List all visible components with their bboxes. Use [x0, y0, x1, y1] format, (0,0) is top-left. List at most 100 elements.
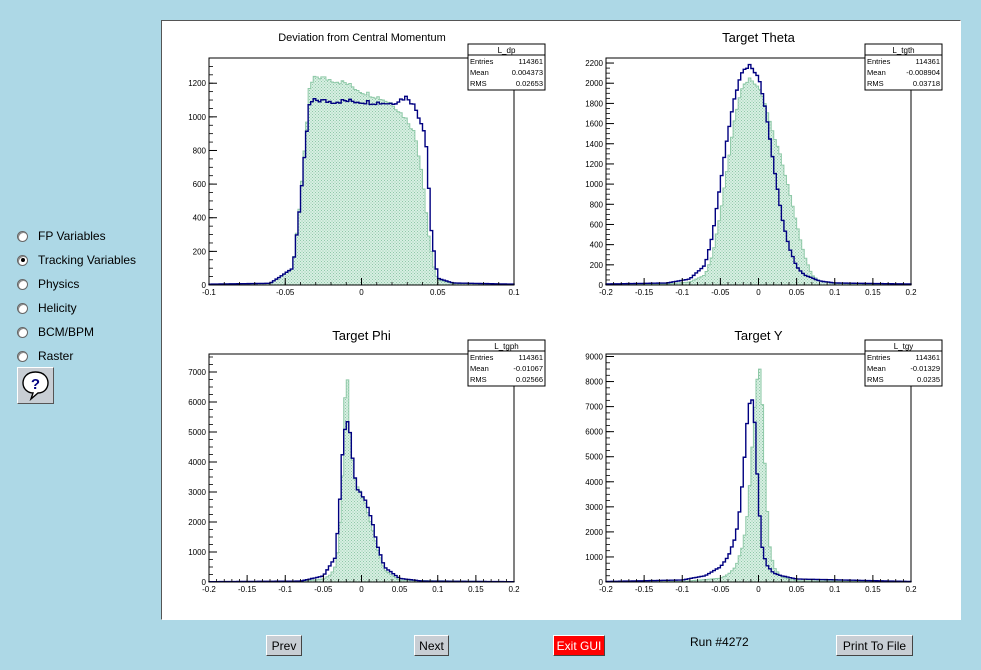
radio-option-raster[interactable]: Raster [17, 344, 136, 368]
x-tick-label: -0.1 [675, 288, 689, 297]
y-tick-label: 800 [590, 200, 604, 209]
filled-histogram [208, 75, 515, 286]
x-tick-label: 0.1 [829, 288, 841, 297]
radio-option-physics[interactable]: Physics [17, 272, 136, 296]
histogram-panel: -0.2 -0.15 -0.1 -0.05 0 0.05 0.1 0.15 0.2 0 1000 20… [188, 328, 546, 594]
stats-box-frame [864, 339, 943, 387]
x-tick-label: 0.2 [905, 585, 917, 594]
y-tick-label: 400 [590, 241, 604, 250]
run-number-label: Run #4272 [690, 635, 749, 649]
y-tick-label: 6000 [585, 428, 603, 437]
stats-value: -0.008904 [906, 68, 940, 77]
radio-label: Helicity [38, 301, 77, 315]
stats-key: Entries [867, 353, 891, 362]
y-tick-label: 3000 [585, 503, 603, 512]
x-tick-label: -0.05 [314, 585, 333, 594]
x-tick-label: 0.1 [508, 288, 520, 297]
y-tick-label: 200 [590, 261, 604, 270]
radio-button[interactable] [17, 326, 28, 338]
y-tick-label: 2200 [585, 59, 603, 68]
sidebar: FP Variables Tracking Variables Physics Hel… [17, 224, 136, 368]
y-tick-label: 800 [193, 146, 207, 155]
y-tick-label: 600 [193, 180, 207, 189]
next-button[interactable]: Next [414, 635, 449, 656]
radio-option-bcm-bpm[interactable]: BCM/BPM [17, 320, 136, 344]
x-tick-label: -0.15 [635, 585, 654, 594]
x-tick-label: 0 [359, 585, 364, 594]
y-tick-label: 1200 [188, 79, 206, 88]
radio-option-fp-variables[interactable]: FP Variables [17, 224, 136, 248]
radio-button[interactable] [17, 230, 28, 242]
stats-name: L_tgph [494, 342, 518, 351]
stats-value: 114361 [519, 353, 543, 362]
radio-option-tracking-variables[interactable]: Tracking Variables [17, 248, 136, 272]
plot-canvas: -0.1 -0.05 0 0.05 0.1 0 200 400 600 800 1000 1200 De… [161, 20, 961, 620]
y-tick-label: 1000 [585, 180, 603, 189]
stats-value: 0.0235 [917, 375, 940, 384]
x-tick-label: -0.05 [711, 585, 730, 594]
stats-box-frame [467, 339, 546, 387]
x-tick-label: 0.15 [865, 585, 881, 594]
x-tick-label: -0.05 [276, 288, 295, 297]
y-tick-label: 0 [599, 281, 604, 290]
help-button[interactable]: ? [17, 367, 54, 404]
x-tick-label: 0 [756, 288, 761, 297]
stats-box-frame [467, 43, 546, 91]
radio-button[interactable] [17, 350, 28, 362]
histogram-canvas: -0.1 -0.05 0 0.05 0.1 0 200 400 600 800 1000 1200 De… [188, 30, 943, 594]
exit-gui-button[interactable]: Exit GUI [553, 635, 605, 656]
plot-title: Target Y [734, 328, 783, 343]
line-histogram [605, 63, 912, 285]
line-histogram [208, 95, 515, 285]
y-tick-label: 5000 [585, 453, 603, 462]
stats-key: Mean [867, 364, 886, 373]
y-tick-label: 1000 [188, 548, 206, 557]
radio-button[interactable] [17, 278, 28, 290]
filled-histogram [605, 77, 912, 286]
x-tick-label: 0.05 [430, 288, 446, 297]
stats-value: 0.004373 [512, 68, 543, 77]
plot-title: Deviation from Central Momentum [278, 32, 446, 44]
x-tick-label: 0 [756, 585, 761, 594]
x-tick-label: -0.2 [202, 585, 216, 594]
x-tick-label: 0.2 [905, 288, 917, 297]
radio-label: Physics [38, 277, 80, 291]
stats-key: Mean [470, 364, 489, 373]
line-histogram [605, 399, 912, 583]
y-tick-label: 0 [202, 578, 207, 587]
radio-option-helicity[interactable]: Helicity [17, 296, 136, 320]
stats-key: Mean [867, 68, 886, 77]
question-mark-speech-bubble-icon: ? [22, 371, 49, 402]
radio-label: FP Variables [38, 229, 106, 243]
y-tick-label: 1000 [585, 553, 603, 562]
filled-histogram [208, 379, 515, 583]
y-tick-label: 8000 [585, 378, 603, 387]
stats-name: L_dp [498, 46, 516, 55]
x-tick-label: 0.15 [468, 585, 484, 594]
x-tick-label: -0.1 [675, 585, 689, 594]
y-tick-label: 7000 [585, 403, 603, 412]
stats-key: Entries [470, 353, 494, 362]
print-to-file-button[interactable]: Print To File [836, 635, 913, 656]
prev-button[interactable]: Prev [266, 635, 302, 656]
radio-button[interactable] [17, 254, 28, 266]
x-tick-label: -0.15 [238, 585, 257, 594]
y-tick-label: 600 [590, 220, 604, 229]
y-tick-label: 3000 [188, 488, 206, 497]
y-tick-label: 2000 [585, 528, 603, 537]
stats-key: Entries [470, 57, 494, 66]
x-tick-label: -0.2 [599, 288, 613, 297]
histogram-panel: -0.2 -0.15 -0.1 -0.05 0 0.05 0.1 0.15 0.2 0 200 400… [585, 30, 943, 297]
radio-label: BCM/BPM [38, 325, 95, 339]
plot-title: Target Theta [722, 30, 796, 45]
histogram-panel: -0.2 -0.15 -0.1 -0.05 0 0.05 0.1 0.15 0.2 0 1000 20… [585, 328, 943, 594]
y-tick-label: 6000 [188, 398, 206, 407]
x-tick-label: 0.1 [829, 585, 841, 594]
radio-button[interactable] [17, 302, 28, 314]
stats-name: L_tgth [892, 46, 914, 55]
y-tick-label: 2000 [585, 79, 603, 88]
stats-value: 0.02653 [516, 79, 543, 88]
x-tick-label: -0.15 [635, 288, 654, 297]
